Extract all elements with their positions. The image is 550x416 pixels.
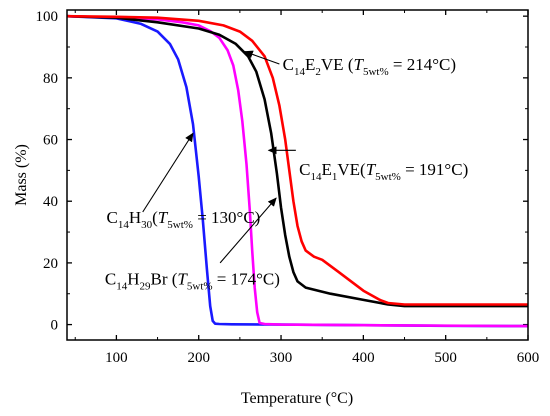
series-line-c14e1ve [67, 14, 528, 308]
y-tick-label: 20 [43, 256, 58, 272]
x-tick-label: 100 [105, 350, 128, 366]
annotation-arrow [142, 132, 194, 213]
y-tick-label: 60 [43, 133, 58, 149]
x-tick-label: 300 [270, 350, 293, 366]
annotation-c14e1ve: C14E1VE(T5wt% = 191°C) [267, 146, 468, 183]
annotation-label: C14H30(T5wt% = 130°C) [107, 208, 261, 231]
annotation-arrow [243, 50, 280, 65]
y-tick-labels: 0 20 40 60 80 100 [36, 9, 59, 333]
y-tick-label: 40 [43, 194, 58, 210]
x-tick-label: 500 [434, 350, 457, 366]
annotation-c14e2ve: C14E2VE (T5wt% = 214°C) [243, 50, 456, 78]
annotation-label: C14E2VE (T5wt% = 214°C) [283, 55, 456, 78]
x-tick-label: 200 [187, 350, 210, 366]
y-tick-label: 80 [43, 71, 58, 87]
annotation-label: C14E1VE(T5wt% = 191°C) [299, 160, 468, 183]
series-line-c14h29br [67, 14, 528, 328]
plot-frame [66, 9, 529, 341]
series-line-c14e2ve [67, 14, 528, 306]
annotation-c14h30: C14H30(T5wt% = 130°C) [107, 132, 261, 231]
y-tick-label: 0 [51, 318, 59, 334]
annotations: C14E2VE (T5wt% = 214°C) C14E1VE(T5wt% = 1… [105, 50, 468, 292]
series-lines [67, 14, 528, 328]
annotation-c14h29br: C14H29Br (T5wt% = 174°C) [105, 197, 280, 292]
y-tick-label: 100 [36, 9, 59, 25]
x-axis-title: Temperature (°C) [241, 390, 353, 407]
annotation-arrow [219, 197, 277, 264]
y-axis-title: Mass (%) [13, 144, 30, 206]
annotation-label: C14H29Br (T5wt% = 174°C) [105, 269, 280, 292]
x-tick-label: 400 [352, 350, 375, 366]
x-tick-label: 600 [517, 350, 540, 366]
x-tick-labels: 100 200 300 400 500 600 [105, 350, 539, 366]
